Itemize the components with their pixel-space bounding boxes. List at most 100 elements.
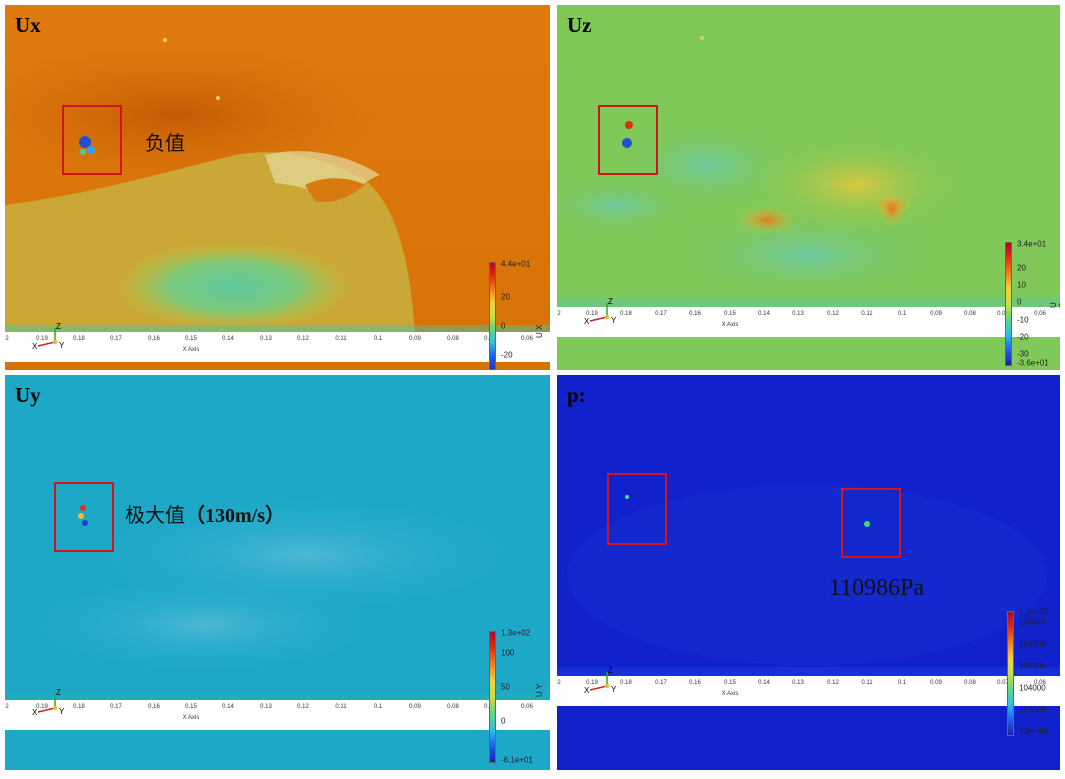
p-colorbar-label: 1.0e+05 bbox=[1019, 726, 1049, 736]
triad-z-label: Z bbox=[608, 666, 613, 675]
triad-z-label: Z bbox=[608, 297, 613, 306]
ux-field-plot bbox=[5, 5, 550, 370]
x-axis-title: X Axis bbox=[182, 715, 200, 721]
ux-colorbar-label: 0 bbox=[501, 321, 506, 331]
x-tick: 0.16 bbox=[689, 311, 701, 317]
ux-x-axis: 2 0.19 0.18 0.17 0.16 0.15 0.14 0.13 0.1… bbox=[5, 332, 550, 362]
x-tick: 2 bbox=[557, 311, 561, 317]
x-tick: 0.12 bbox=[297, 336, 309, 342]
x-tick: 0.18 bbox=[620, 311, 632, 317]
x-tick: 0.1 bbox=[897, 311, 907, 317]
x-tick: 0.09 bbox=[930, 311, 942, 317]
x-tick: 0.07 bbox=[997, 311, 1009, 317]
x-tick: 0.18 bbox=[73, 704, 85, 710]
p-highlight-box-left bbox=[607, 473, 667, 545]
x-tick: 0.14 bbox=[222, 704, 234, 710]
panel-uz: Uz 2 0.19 0.18 0.17 0.16 0.15 0.14 0.13 … bbox=[557, 5, 1060, 370]
x-tick: 0.17 bbox=[110, 336, 122, 342]
p-colorbar-gradient bbox=[1007, 611, 1014, 736]
x-tick: 0.1 bbox=[897, 680, 907, 686]
x-tick: 0.18 bbox=[620, 680, 632, 686]
uz-colorbar-label: 10 bbox=[1017, 280, 1026, 290]
x-tick: 0.16 bbox=[148, 704, 160, 710]
triad-x-label: X bbox=[32, 342, 38, 351]
x-tick: 0.13 bbox=[260, 704, 272, 710]
x-tick: 2 bbox=[5, 336, 9, 342]
uz-colorbar-label: -10 bbox=[1017, 315, 1029, 325]
x-tick: 0.17 bbox=[110, 704, 122, 710]
x-tick: 0.13 bbox=[792, 311, 804, 317]
triad-y-label: Y bbox=[59, 707, 65, 716]
ux-colorbar: 4.4e+01 20 0 -20 U X bbox=[489, 259, 549, 370]
triad-x-label: X bbox=[584, 686, 590, 695]
x-tick: 0.09 bbox=[409, 704, 421, 710]
x-tick: 0.06 bbox=[1034, 680, 1046, 686]
ux-colorbar-label: 20 bbox=[501, 292, 510, 302]
x-tick: 0.19 bbox=[36, 336, 48, 342]
x-tick: 0.12 bbox=[297, 704, 309, 710]
x-axis-title: X Axis bbox=[721, 691, 739, 697]
ux-highlight-box bbox=[62, 105, 122, 175]
triad-x-label: X bbox=[32, 708, 38, 717]
x-tick: 0.09 bbox=[409, 336, 421, 342]
panel-uy: Uy 极大值（130m/s） 2 0.19 0.18 0.17 0.16 0.1… bbox=[5, 375, 550, 770]
x-tick: 2 bbox=[5, 704, 9, 710]
x-tick: 0.18 bbox=[73, 336, 85, 342]
p-highlight-box-right bbox=[841, 488, 901, 558]
x-tick: 0.12 bbox=[827, 311, 839, 317]
uy-colorbar-title: U Y bbox=[535, 683, 544, 697]
x-tick: 0.13 bbox=[792, 680, 804, 686]
x-tick: 0.06 bbox=[521, 704, 533, 710]
x-axis-title: X Axis bbox=[182, 347, 200, 353]
uz-colorbar-label: 20 bbox=[1017, 263, 1026, 273]
triad-y-label: Y bbox=[611, 316, 617, 325]
x-tick: 0.07 bbox=[997, 680, 1009, 686]
x-axis-title: X Axis bbox=[721, 322, 739, 328]
x-tick: 0.06 bbox=[521, 336, 533, 342]
x-tick: 0.08 bbox=[447, 336, 459, 342]
uz-x-axis: 2 0.19 0.18 0.17 0.16 0.15 0.14 0.13 0.1… bbox=[557, 307, 1060, 337]
uy-colorbar-label: 50 bbox=[501, 682, 510, 692]
triad-z-label: Z bbox=[56, 688, 61, 697]
uz-colorbar: 3.4e+01 20 10 0 -10 -20 -30 -3.6e+01 U Z bbox=[1005, 239, 1060, 368]
x-tick: 0.06 bbox=[1034, 311, 1046, 317]
x-tick: 0.19 bbox=[36, 704, 48, 710]
p-colorbar-label: 1.1e+05 bbox=[1019, 607, 1049, 617]
x-tick: 0.15 bbox=[724, 311, 736, 317]
x-tick: 0.11 bbox=[335, 704, 347, 710]
x-tick: 0.12 bbox=[827, 680, 839, 686]
orientation-axes-widget: Z X Y bbox=[30, 688, 70, 718]
x-tick: 0.17 bbox=[655, 311, 667, 317]
ux-colorbar-title: U X bbox=[535, 324, 544, 338]
orientation-axes-icon bbox=[37, 328, 58, 347]
p-colorbar: 1.1e+05 110000 108000 106000 104000 1020… bbox=[1007, 607, 1060, 736]
x-tick: 0.1 bbox=[373, 336, 383, 342]
uy-highlight-box bbox=[54, 482, 114, 552]
uz-colorbar-label: 3.4e+01 bbox=[1017, 239, 1047, 249]
triad-y-label: Y bbox=[611, 685, 617, 694]
x-tick: 0.09 bbox=[930, 680, 942, 686]
ux-colorbar-label: 4.4e+01 bbox=[501, 259, 531, 269]
x-tick: 0.14 bbox=[758, 311, 770, 317]
triad-y-label: Y bbox=[59, 341, 65, 350]
p-colorbar-label: 110000 bbox=[1019, 617, 1046, 627]
x-tick: 0.15 bbox=[724, 680, 736, 686]
x-tick: 0.16 bbox=[148, 336, 160, 342]
uz-colorbar-label: -20 bbox=[1017, 332, 1029, 342]
ux-title: Ux bbox=[15, 13, 41, 37]
p-annotation: 110986Pa bbox=[829, 575, 925, 601]
ux-annotation: 负值 bbox=[145, 131, 185, 155]
uy-colorbar-label: -6.1e+01 bbox=[501, 755, 533, 765]
x-tick: 0.14 bbox=[758, 680, 770, 686]
uy-title: Uy bbox=[15, 383, 41, 407]
orientation-axes-icon bbox=[589, 672, 610, 691]
p-colorbar-label: 108000 bbox=[1019, 639, 1046, 649]
x-tick: 0.17 bbox=[655, 680, 667, 686]
uy-x-axis: 2 0.19 0.18 0.17 0.16 0.15 0.14 0.13 0.1… bbox=[5, 700, 550, 730]
x-tick: 0.16 bbox=[689, 680, 701, 686]
p-colorbar-label: 104000 bbox=[1019, 683, 1046, 693]
orientation-axes-icon bbox=[589, 303, 610, 322]
triad-x-label: X bbox=[584, 317, 590, 326]
x-tick: 0.14 bbox=[222, 336, 234, 342]
x-tick: 0.08 bbox=[447, 704, 459, 710]
